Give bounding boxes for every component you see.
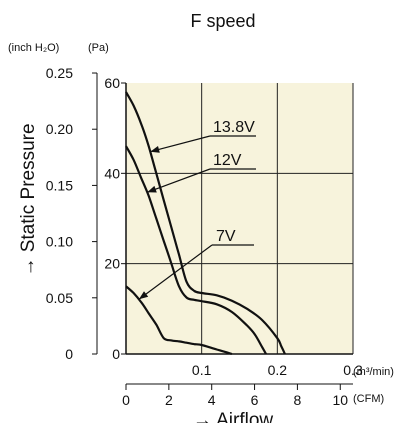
x-axis-title: → Airflow [193,410,274,423]
x-unit-secondary: (CFM) [353,393,384,405]
series-label-7v: 7V [216,228,236,245]
series-label-12v: 12V [213,152,242,169]
y-inch-tick-label: 0.20 [46,121,73,137]
y-pa-tick-label: 60 [104,75,120,91]
tick-labels: 0 20 40 60 0 0.05 0.10 0.15 0.20 0.25 0.1 0.2 0.3 0 2 4… [46,65,363,408]
series-leader-138v [150,135,211,153]
series-leader-7v [138,244,213,300]
x-tick-label: 0.3 [343,362,363,378]
series-lines [125,91,286,356]
grid-lines [126,83,354,354]
x-cfm-tick-label: 8 [294,392,302,408]
x-cfm-tick-label: 2 [165,392,173,408]
series-line-7v [125,285,233,356]
y-pa-tick-label: 0 [112,346,120,362]
x-tick-label: 0.2 [268,362,288,378]
chart-title: F speed [190,11,255,31]
y-unit-right: (Pa) [88,42,109,54]
x-cfm-tick-label: 0 [122,392,130,408]
series-label-138v: 13.8V [213,119,255,136]
series-line-138v [125,91,286,355]
x-tick-label: 0.1 [192,362,212,378]
series-callouts: 13.8V 12V 7V [138,119,256,300]
series-arrowhead-12v [147,185,157,193]
x-unit-primary: (m³/min) [353,366,394,378]
y-pa-tick-label: 40 [104,165,120,181]
x-cfm-tick-label: 4 [208,392,216,408]
y-inch-tick-label: 0.05 [46,290,73,306]
y-unit-left: (inch H₂O) [8,42,59,54]
y-inch-tick-label: 0.25 [46,65,73,81]
y-inch-tick-label: 0.10 [46,234,73,250]
x-cfm-tick-label: 10 [332,392,348,408]
axes [96,73,353,385]
series-arrowhead-138v [150,146,160,153]
series-arrowhead-7v [138,291,149,300]
y-inch-tick-label: 0.15 [46,177,73,193]
series-leader-12v [146,168,211,193]
y-pa-tick-label: 20 [104,256,120,272]
series-line-12v [125,145,267,355]
y-inch-tick-label: 0 [65,346,73,362]
plot-area [126,83,353,354]
x-cfm-tick-label: 6 [251,392,259,408]
y-axis-title: → Static Pressure [18,123,39,276]
